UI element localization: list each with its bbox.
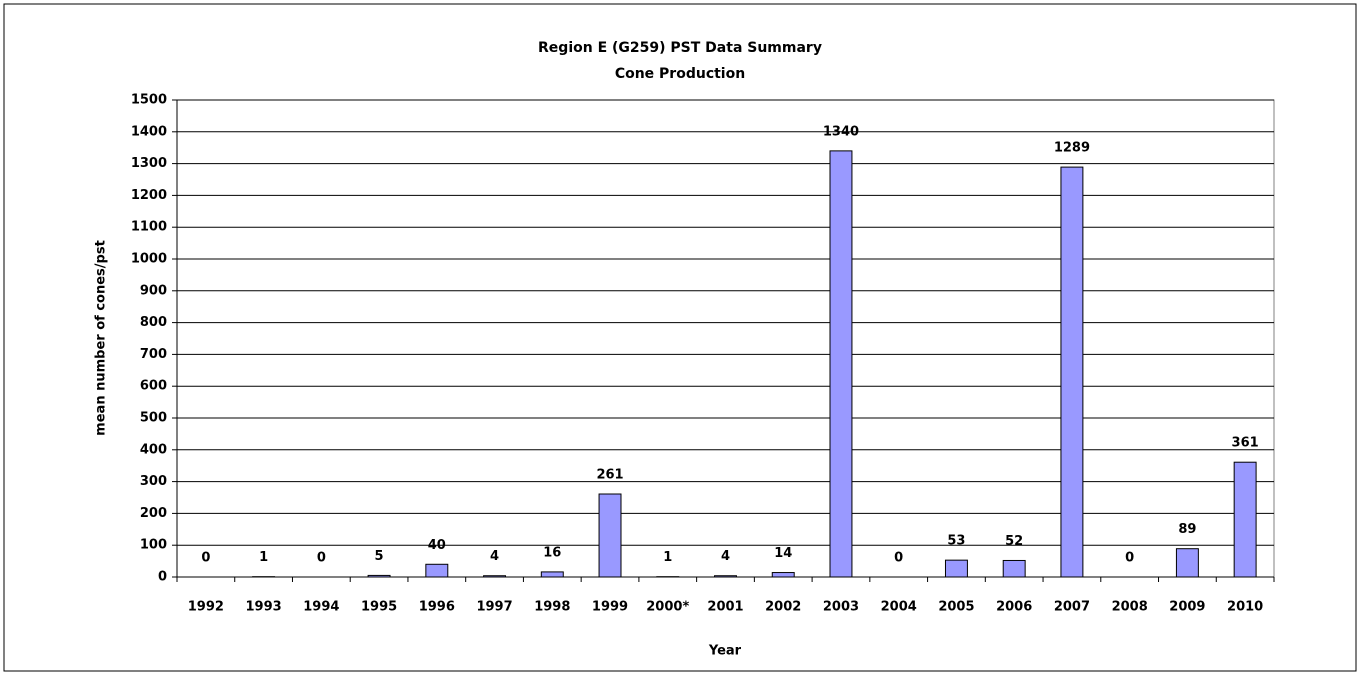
data-label: 89 xyxy=(1178,522,1196,537)
y-tick-label: 500 xyxy=(140,411,167,426)
x-tick-label: 1996 xyxy=(419,600,455,615)
data-label: 0 xyxy=(201,551,210,566)
y-axis-label: mean number of cones/pst xyxy=(94,240,109,436)
bar xyxy=(425,563,449,578)
bar xyxy=(1002,559,1026,578)
bar xyxy=(1175,548,1199,578)
data-label: 0 xyxy=(894,551,903,566)
data-label: 0 xyxy=(1125,551,1134,566)
data-label: 261 xyxy=(596,468,623,483)
x-tick-label: 2003 xyxy=(823,600,859,615)
x-tick-label: 1992 xyxy=(188,600,224,615)
y-tick-label: 400 xyxy=(140,442,167,457)
bar xyxy=(540,571,564,578)
x-tick-label: 2005 xyxy=(938,600,974,615)
data-label: 361 xyxy=(1232,436,1259,451)
data-label: 40 xyxy=(428,538,446,553)
y-tick-label: 1400 xyxy=(131,124,167,139)
x-tick-label: 2010 xyxy=(1227,600,1263,615)
x-tick-label: 2002 xyxy=(765,600,801,615)
data-label: 5 xyxy=(375,549,384,564)
x-tick-label: 1995 xyxy=(361,600,397,615)
y-tick-label: 800 xyxy=(140,315,167,330)
y-tick-label: 200 xyxy=(140,506,167,521)
x-tick-label: 1997 xyxy=(476,600,512,615)
data-label: 1 xyxy=(259,550,268,565)
data-label: 16 xyxy=(543,545,561,560)
plot-area xyxy=(176,99,1275,578)
x-tick-label: 2001 xyxy=(707,600,743,615)
y-tick-label: 600 xyxy=(140,379,167,394)
x-axis-label: Year xyxy=(708,644,742,659)
x-tick-label: 1999 xyxy=(592,600,628,615)
y-tick-label: 1500 xyxy=(131,93,167,108)
x-tick-label: 1998 xyxy=(534,600,570,615)
chart-subtitle: Cone Production xyxy=(615,66,745,82)
data-label: 53 xyxy=(947,534,965,549)
x-tick-label: 2007 xyxy=(1054,600,1090,615)
y-tick-label: 1100 xyxy=(131,220,167,235)
y-tick-label: 100 xyxy=(140,538,167,553)
data-label: 52 xyxy=(1005,534,1023,549)
y-tick-label: 1300 xyxy=(131,156,167,171)
x-tick-label: 1993 xyxy=(246,600,282,615)
data-label: 14 xyxy=(774,546,792,561)
y-tick-label: 900 xyxy=(140,283,167,298)
x-tick-label: 1994 xyxy=(303,600,339,615)
y-tick-label: 300 xyxy=(140,474,167,489)
chart-title: Region E (G259) PST Data Summary xyxy=(538,40,822,56)
y-tick-label: 0 xyxy=(158,570,167,585)
data-label: 4 xyxy=(721,549,730,564)
bar xyxy=(771,572,795,578)
data-label: 0 xyxy=(317,551,326,566)
x-tick-label: 2009 xyxy=(1169,600,1205,615)
bar xyxy=(944,559,968,578)
y-tick-label: 700 xyxy=(140,347,167,362)
y-tick-label: 1200 xyxy=(131,188,167,203)
data-label: 4 xyxy=(490,549,499,564)
bar xyxy=(598,493,622,578)
bar xyxy=(1060,166,1084,578)
bar xyxy=(1233,461,1257,578)
x-tick-label: 2004 xyxy=(881,600,917,615)
x-tick-label: 2000* xyxy=(646,600,689,615)
data-label: 1 xyxy=(663,550,672,565)
bar xyxy=(829,150,853,578)
x-tick-label: 2008 xyxy=(1112,600,1148,615)
y-tick-label: 1000 xyxy=(131,252,167,267)
data-label: 1289 xyxy=(1054,141,1090,156)
data-label: 1340 xyxy=(823,124,859,139)
x-tick-label: 2006 xyxy=(996,600,1032,615)
